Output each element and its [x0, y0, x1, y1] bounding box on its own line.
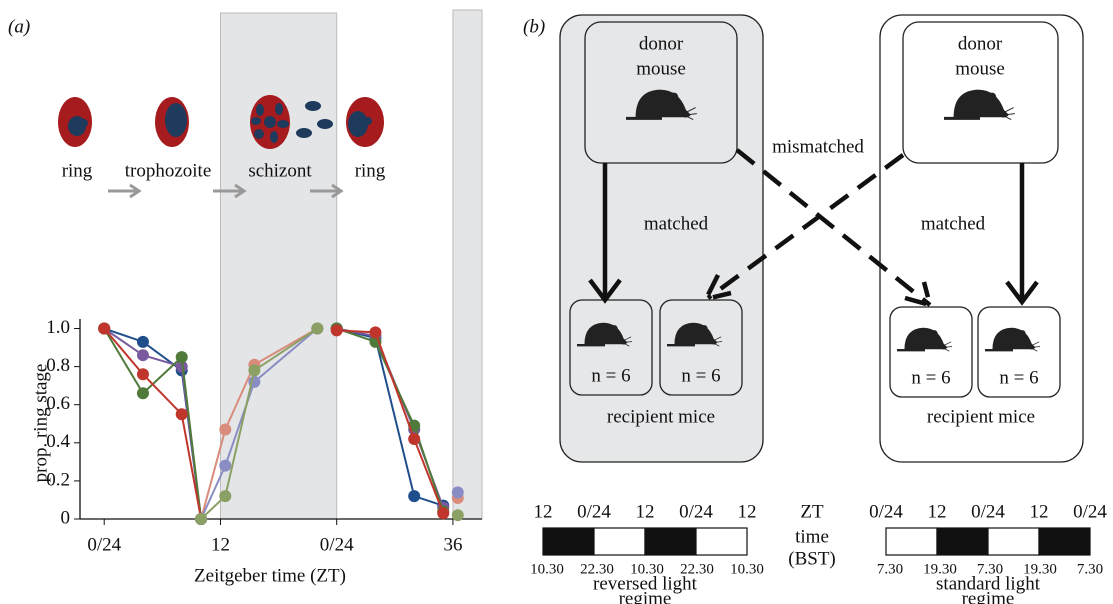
n-label: n = 6 [999, 367, 1038, 388]
data-point [98, 323, 110, 335]
data-point [137, 336, 149, 348]
stage-label: schizont [248, 160, 312, 181]
data-point [219, 423, 231, 435]
zt-tick-label: 0/24 [869, 501, 903, 522]
zt-tick-label: 0/24 [971, 501, 1005, 522]
recipients-label: recipient mice [927, 406, 1035, 427]
data-point [248, 364, 260, 376]
time-tick-label: 10.30 [630, 561, 664, 577]
donor-label: donor [958, 33, 1003, 54]
time-tick-label: 7.30 [877, 561, 903, 577]
data-point [219, 490, 231, 502]
x-tick-label: 0/24 [320, 534, 354, 555]
regime-label: regime [962, 588, 1015, 604]
zt-tick-label: 0/24 [1073, 501, 1107, 522]
arrow-label: mismatched [772, 136, 864, 157]
dark-period [453, 10, 482, 519]
n-label: n = 6 [591, 365, 630, 386]
data-point [408, 433, 420, 445]
y-tick-label: 1.0 [46, 317, 70, 338]
panel-label: (a) [8, 16, 30, 37]
data-point [137, 368, 149, 380]
regime-label: regime [619, 588, 672, 604]
x-tick-label: 36 [443, 534, 462, 555]
data-point [176, 351, 188, 363]
data-point [408, 490, 420, 502]
y-tick-label: 0 [61, 507, 71, 528]
time-tick-label: 10.30 [530, 561, 564, 577]
figure: (a) 00.20.40.60.81.00/24120/2436 ring tr… [0, 0, 1113, 604]
x-axis-label: Zeitgeber time (ZT) [194, 565, 346, 586]
data-point [452, 509, 464, 521]
zt-tick-label: 12 [534, 501, 553, 522]
time-tick-label: 19.30 [923, 561, 957, 577]
stage-label: ring [355, 160, 386, 181]
data-point [369, 326, 381, 338]
donor-label: mouse [636, 58, 686, 79]
stage-label: trophozoite [125, 160, 212, 181]
zt-tick-label: 12 [636, 501, 655, 522]
data-point [195, 513, 207, 525]
zt-tick-label: 12 [1030, 501, 1049, 522]
data-point [176, 408, 188, 420]
data-point [437, 507, 449, 519]
arrow-label: matched [644, 213, 709, 234]
time-tick-label: 19.30 [1023, 561, 1057, 577]
time-tick-label: 22.30 [580, 561, 614, 577]
data-point [219, 460, 231, 472]
panel-b: (b) donor mouse donor mouse matched matc… [523, 15, 1107, 604]
data-point [311, 323, 323, 335]
data-point [137, 387, 149, 399]
time-tick-label: 7.30 [1077, 561, 1103, 577]
zt-label: ZT [800, 501, 824, 522]
data-point [331, 324, 343, 336]
donor-label: mouse [955, 58, 1005, 79]
recipients-label: recipient mice [607, 406, 715, 427]
zt-tick-label: 12 [928, 501, 947, 522]
n-label: n = 6 [681, 365, 720, 386]
data-point [452, 486, 464, 498]
time-tick-label: 22.30 [680, 561, 714, 577]
zt-tick-label: 12 [738, 501, 757, 522]
time-tick-label: 7.30 [977, 561, 1003, 577]
panel-label: (b) [523, 16, 545, 37]
stage-label: ring [62, 160, 93, 181]
x-tick-label: 0/24 [87, 534, 121, 555]
data-point [137, 349, 149, 361]
donor-label: donor [639, 33, 684, 54]
arrow-label: matched [921, 213, 986, 234]
n-label: n = 6 [911, 367, 950, 388]
x-tick-label: 12 [211, 534, 230, 555]
zt-tick-label: 0/24 [679, 501, 713, 522]
shaded-periods [220, 10, 482, 519]
time-label: (BST) [788, 548, 836, 569]
y-axis-label: prop. ring stage [30, 364, 51, 483]
time-tick-label: 10.30 [730, 561, 764, 577]
time-label: time [795, 526, 829, 547]
zt-tick-label: 0/24 [577, 501, 611, 522]
